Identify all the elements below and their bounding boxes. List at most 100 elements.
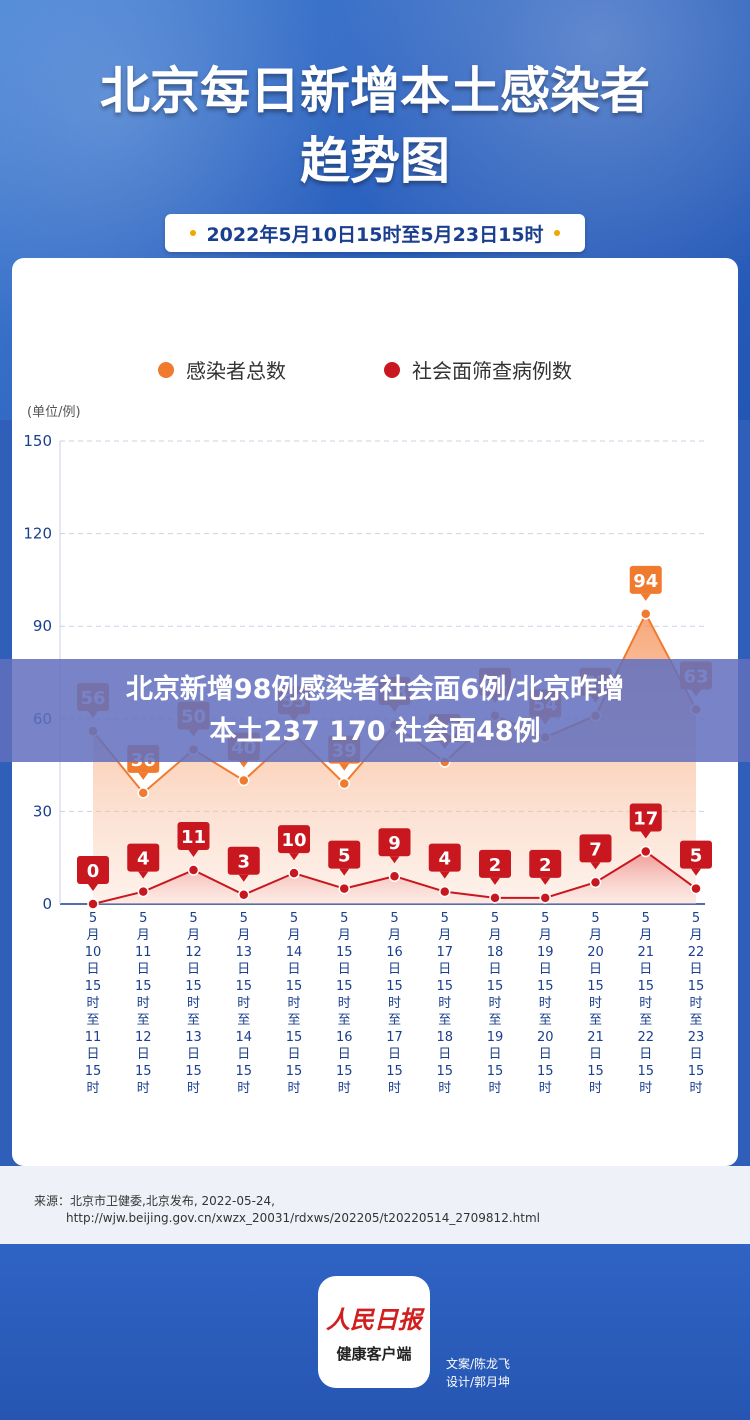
x-tick-label: 日 <box>338 1047 351 1062</box>
x-tick-label: 15 <box>85 1064 102 1079</box>
x-tick-label: 时 <box>287 1081 300 1096</box>
x-tick-label: 月 <box>539 928 552 943</box>
x-tick-label: 月 <box>438 928 451 943</box>
social-point <box>589 876 602 889</box>
x-tick-label: 20 <box>587 945 604 960</box>
x-tick-label: 日 <box>187 1047 200 1062</box>
y-tick-label: 0 <box>42 895 52 913</box>
x-tick-label: 23 <box>688 1030 705 1045</box>
x-tick-label: 时 <box>338 1081 351 1096</box>
social-label-pointer <box>389 856 400 864</box>
social-label-box <box>479 849 511 878</box>
social-data-label: 4 <box>438 849 451 870</box>
x-tick-label: 19 <box>487 1030 504 1045</box>
social-point <box>640 845 652 858</box>
social-label-box <box>680 840 712 869</box>
x-tick-label: 日 <box>539 1047 552 1062</box>
x-tick-label: 时 <box>438 996 451 1011</box>
x-tick-label: 15 <box>135 1064 152 1079</box>
x-tick-label: 时 <box>86 1081 99 1096</box>
x-tick-label: 月 <box>388 928 401 943</box>
x-tick-label: 15 <box>487 979 504 994</box>
x-tick-label: 5 <box>642 911 650 926</box>
x-tick-label: 日 <box>488 1047 501 1062</box>
social-point <box>489 892 501 904</box>
x-tick-label: 5 <box>441 911 449 926</box>
x-tick-label: 5 <box>240 911 248 926</box>
social-data-label: 9 <box>388 833 401 854</box>
x-tick-label: 15 <box>235 979 252 994</box>
x-tick-label: 至 <box>287 1013 300 1028</box>
x-tick-label: 时 <box>338 996 351 1011</box>
total-point <box>640 608 652 620</box>
total-label-box <box>629 565 662 594</box>
total-label-pointer <box>138 772 149 780</box>
x-tick-label: 5 <box>89 911 97 926</box>
x-tick-label: 日 <box>237 1047 250 1062</box>
x-tick-label: 5 <box>591 911 599 926</box>
x-tick-label: 5 <box>541 911 549 926</box>
social-label-box <box>579 834 612 863</box>
social-label-box <box>328 840 361 869</box>
x-tick-label: 14 <box>235 1030 252 1045</box>
x-tick-label: 至 <box>86 1013 99 1028</box>
total-data-label: 94 <box>633 571 658 592</box>
logo-subtitle: 健康客户端 <box>336 1345 412 1363</box>
x-tick-label: 时 <box>388 996 401 1011</box>
total-label-pointer <box>238 760 249 768</box>
x-tick-label: 时 <box>187 996 200 1011</box>
social-point <box>388 870 401 882</box>
x-tick-label: 15 <box>336 1064 353 1079</box>
y-tick-label: 90 <box>33 617 52 635</box>
x-tick-label: 至 <box>187 1013 200 1028</box>
x-tick-label: 12 <box>185 945 202 960</box>
x-tick-label: 5 <box>491 911 499 926</box>
x-tick-label: 日 <box>639 962 652 977</box>
x-tick-label: 至 <box>388 1013 401 1028</box>
x-tick-label: 5 <box>390 911 398 926</box>
source-text: 来源：北京市卫健委,北京发布, 2022-05-24, <box>34 1194 275 1208</box>
x-tick-label: 15 <box>185 979 202 994</box>
social-data-label: 10 <box>281 830 306 851</box>
social-label-box <box>127 843 160 872</box>
social-point <box>690 882 702 895</box>
social-label-pointer <box>590 862 601 870</box>
x-tick-label: 时 <box>438 1081 451 1096</box>
headline-overlay <box>0 659 750 762</box>
y-axis-unit-label: (单位/例) <box>27 405 81 420</box>
total-label-pointer <box>339 763 350 771</box>
page-title-line1: 北京每日新增本土感染者 <box>100 62 650 120</box>
social-label-box <box>378 828 411 857</box>
x-tick-label: 日 <box>388 1047 401 1062</box>
social-label-pointer <box>238 874 249 882</box>
x-tick-label: 时 <box>488 1081 501 1096</box>
x-tick-label: 时 <box>539 996 552 1011</box>
x-tick-label: 月 <box>589 928 602 943</box>
social-label-pointer <box>640 831 651 839</box>
social-data-label: 3 <box>237 852 250 873</box>
credit-writer: 文案/陈龙飞 <box>446 1357 511 1371</box>
social-label-pointer <box>691 868 701 876</box>
page-title-line2: 趋势图 <box>300 132 450 190</box>
social-data-label: 11 <box>181 827 206 848</box>
x-tick-label: 21 <box>637 945 654 960</box>
legend-label-total: 感染者总数 <box>186 359 286 383</box>
x-tick-label: 日 <box>589 962 602 977</box>
x-tick-label: 时 <box>639 1081 652 1096</box>
x-tick-label: 时 <box>589 996 602 1011</box>
x-tick-label: 15 <box>386 1064 403 1079</box>
x-tick-label: 月 <box>287 928 300 943</box>
legend-dot-icon <box>158 361 174 378</box>
x-tick-label: 日 <box>438 962 451 977</box>
legend-label-social: 社会面筛查病例数 <box>412 359 572 383</box>
social-label-box <box>529 849 562 878</box>
social-label-box <box>278 825 310 854</box>
date-range-text: 2022年5月10日15时至5月23日15时 <box>206 223 544 246</box>
social-label-pointer <box>138 871 149 879</box>
bullet-icon <box>190 230 197 236</box>
social-data-label: 0 <box>87 861 100 882</box>
x-tick-label: 月 <box>639 928 652 943</box>
x-tick-label: 15 <box>537 1064 554 1079</box>
social-data-label: 5 <box>690 846 703 867</box>
x-tick-label: 15 <box>135 979 152 994</box>
